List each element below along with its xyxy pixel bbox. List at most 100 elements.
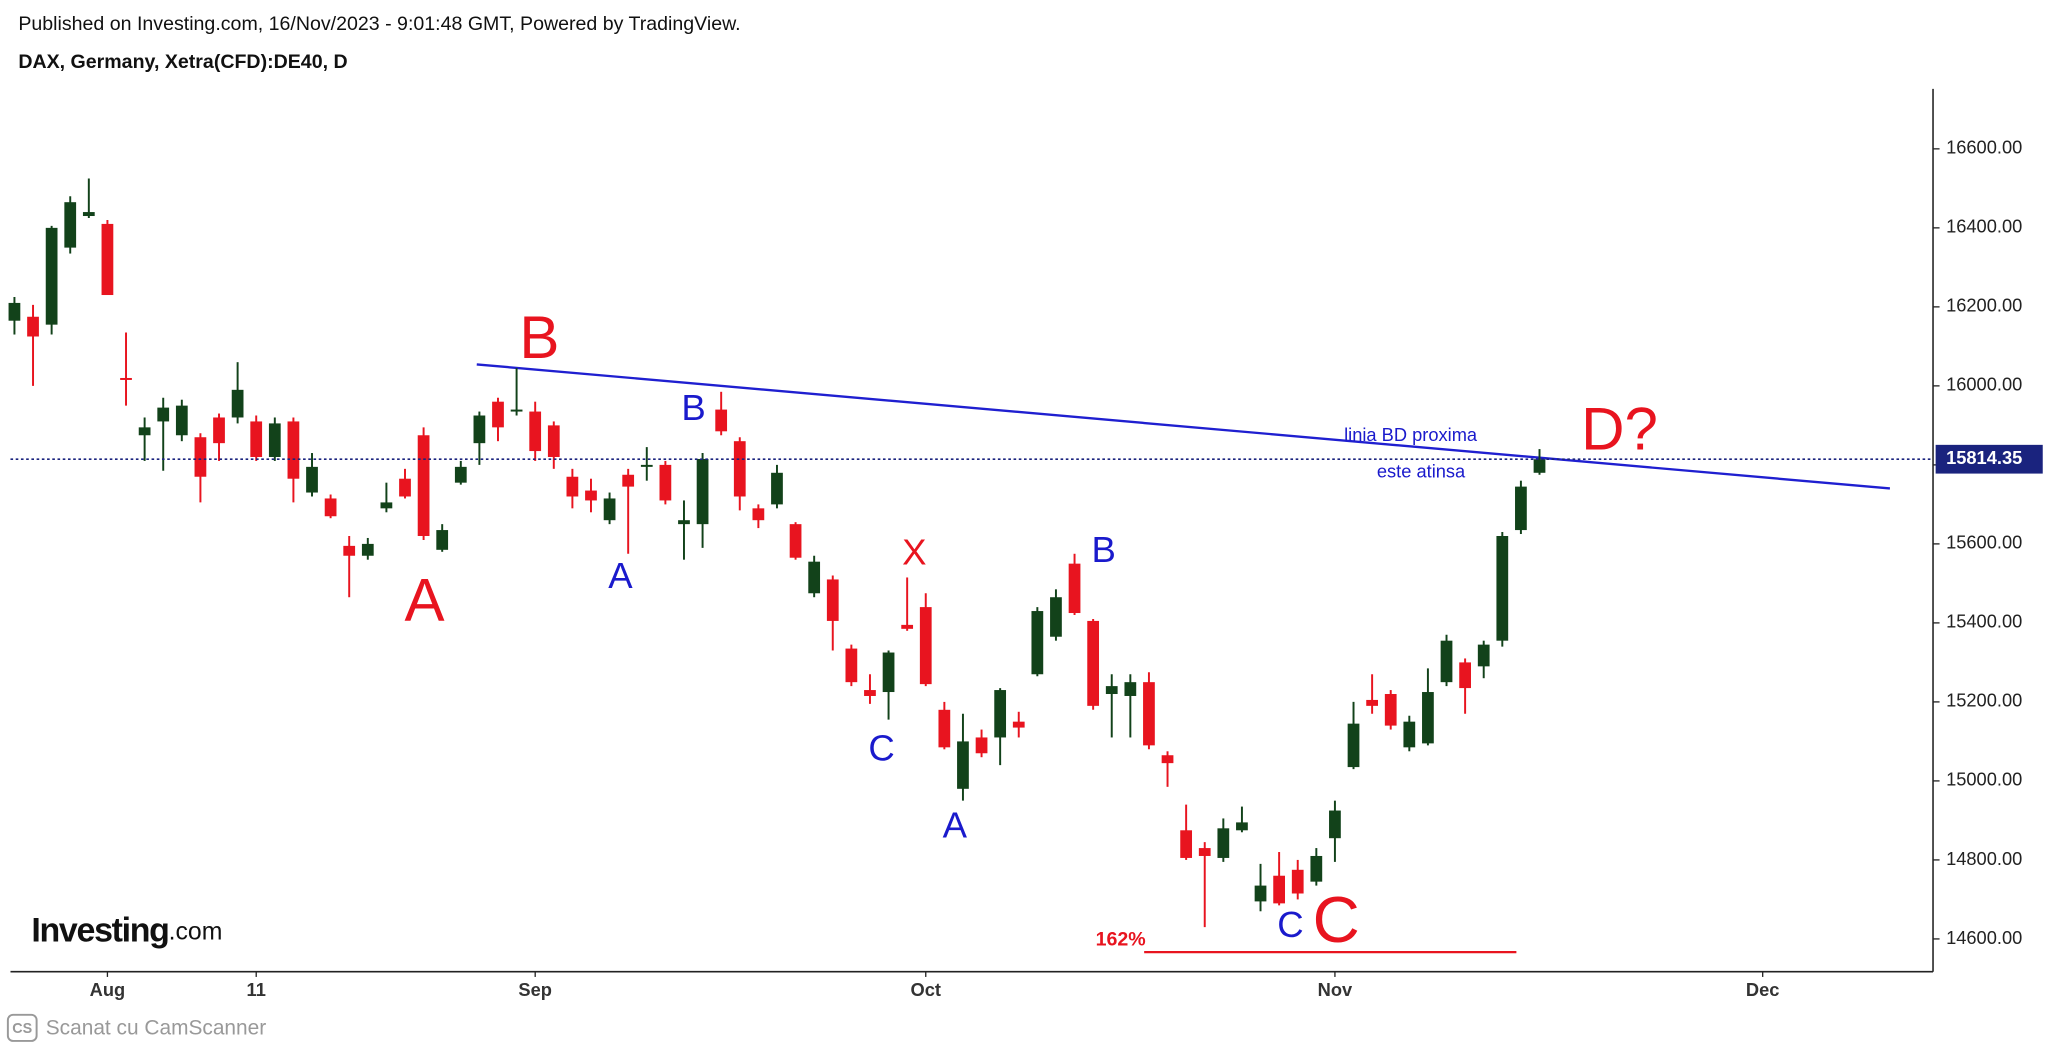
candle-body xyxy=(343,545,356,556)
candle-body xyxy=(957,741,969,789)
candle-body xyxy=(566,476,579,497)
candle-body xyxy=(268,423,281,457)
candle-body xyxy=(547,425,560,457)
candle-body xyxy=(27,316,39,337)
candle-body xyxy=(1515,486,1527,531)
y-tick-label: 15400.00 xyxy=(1946,611,2022,632)
symbol-title: DAX, Germany, Xetra(CFD):DE40, D xyxy=(18,51,347,73)
x-tick-label: Aug xyxy=(90,979,126,1000)
candle-body xyxy=(1440,640,1453,683)
candle-body xyxy=(938,709,951,748)
candle-body xyxy=(529,411,542,452)
plot: 14600.00 14800.00 15000.00 15200.00 15400.00… xyxy=(8,137,2043,1000)
candle-body xyxy=(361,543,374,556)
candle-body xyxy=(659,464,672,501)
candle-body xyxy=(752,508,765,521)
logo-name: Investing xyxy=(31,912,168,950)
candle-body xyxy=(138,427,151,436)
candle-body xyxy=(864,690,876,696)
candle-body xyxy=(1254,885,1267,902)
annotation: este atinsa xyxy=(1377,461,1466,482)
candle-body xyxy=(975,737,988,754)
candle-body xyxy=(640,464,653,467)
x-tick-label: Oct xyxy=(911,979,941,1000)
candle-body xyxy=(101,223,114,296)
x-tick-label: 11 xyxy=(247,979,266,1000)
candle-body xyxy=(454,466,467,483)
annotation: B xyxy=(519,304,559,371)
candle-body xyxy=(1217,828,1230,858)
candle-body xyxy=(994,690,1007,738)
y-tick-label: 15200.00 xyxy=(1946,690,2022,711)
candle-body xyxy=(1143,682,1155,746)
candle-body xyxy=(603,498,616,521)
candle-body xyxy=(250,421,263,457)
candle-body xyxy=(1068,563,1081,614)
candle-body xyxy=(919,607,932,685)
candle-body xyxy=(1403,721,1416,748)
annotation: B xyxy=(1091,529,1115,570)
last-price-box xyxy=(1935,444,2043,474)
annotation: C xyxy=(1313,883,1360,956)
candle-body xyxy=(473,415,486,444)
candle-body xyxy=(306,466,318,493)
candle-body xyxy=(808,561,821,594)
candle-body xyxy=(1496,535,1509,641)
candle-body xyxy=(622,474,635,487)
y-tick-label: 16200.00 xyxy=(1946,295,2022,316)
candle-body xyxy=(1533,459,1546,473)
y-tick-label: 14800.00 xyxy=(1946,848,2022,869)
candle-body xyxy=(1087,620,1100,706)
logo-suffix: .com xyxy=(169,918,223,945)
candle-body xyxy=(1384,694,1397,726)
candle-body xyxy=(492,401,504,428)
candle-body xyxy=(845,648,858,683)
logo: Investing.com xyxy=(31,912,222,950)
candle-body xyxy=(882,652,895,693)
candle-body xyxy=(1105,686,1118,695)
candle-body xyxy=(1459,662,1471,689)
candle-body xyxy=(287,421,300,479)
annotation: C xyxy=(868,728,894,769)
candle-body xyxy=(715,409,728,432)
candle-body xyxy=(585,490,597,501)
candle-body xyxy=(1161,755,1174,764)
candle-body xyxy=(1422,692,1434,744)
candle-body xyxy=(1291,869,1304,894)
scanner-text: Scanat cu CamScanner xyxy=(46,1017,267,1040)
y-tick-label: 16600.00 xyxy=(1946,137,2022,158)
candle-body xyxy=(1366,699,1378,706)
annotation: linia BD proxima xyxy=(1344,424,1478,445)
candle-body xyxy=(1031,611,1044,675)
candle-body xyxy=(1477,644,1490,667)
y-tick-label: 15600.00 xyxy=(1946,532,2022,553)
trend-line xyxy=(476,363,1891,490)
y-tick-label: 14600.00 xyxy=(1946,927,2022,948)
annotation: A xyxy=(404,567,444,634)
candle-body xyxy=(1050,597,1062,637)
candle-body xyxy=(64,202,77,248)
candle-body xyxy=(1180,830,1193,858)
candle-body xyxy=(1310,855,1323,882)
candle-body xyxy=(771,472,783,505)
candle-body xyxy=(789,524,802,558)
candle-body xyxy=(324,498,337,517)
published-line: Published on Investing.com, 16/Nov/2023 … xyxy=(18,13,740,35)
candle-body xyxy=(120,377,132,380)
candle-body xyxy=(1012,721,1025,728)
candle-body xyxy=(213,417,225,444)
x-tick-label: Dec xyxy=(1746,979,1780,1000)
y-tick-label: 16000.00 xyxy=(1946,374,2022,395)
x-tick-label: Nov xyxy=(1318,979,1353,1000)
annotation: D? xyxy=(1581,395,1658,462)
candle-body xyxy=(696,458,709,525)
candle-body xyxy=(1329,810,1341,839)
candle-body xyxy=(82,212,95,217)
x-tick-label: Sep xyxy=(518,979,552,1000)
scanner-icon xyxy=(6,1013,38,1042)
axes xyxy=(10,88,1934,973)
annotation: 162% xyxy=(1096,929,1146,951)
candle-body xyxy=(901,624,914,629)
last-price-label: 15814.35 xyxy=(1946,447,2022,468)
